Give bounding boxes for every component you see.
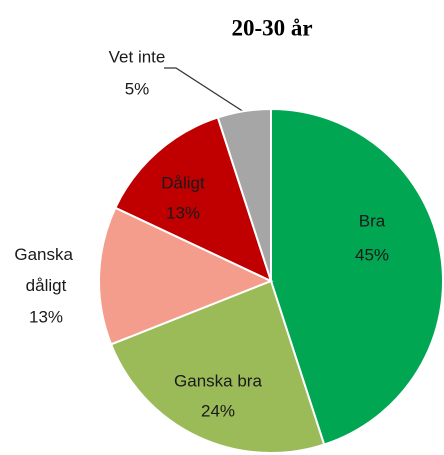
slice-label: Dåligt bbox=[161, 173, 205, 192]
pie-slice bbox=[270, 107, 444, 446]
slice-value-label: 13% bbox=[166, 203, 200, 222]
slice-label: Bra bbox=[359, 211, 386, 230]
slice-label: Ganska dåligt bbox=[14, 245, 77, 295]
slice-value-label: 13% bbox=[29, 307, 63, 326]
slice-label: Vet inte bbox=[109, 47, 166, 66]
slice-value-label: 5% bbox=[125, 79, 150, 98]
pie-slice bbox=[114, 116, 273, 283]
leader-line bbox=[164, 67, 245, 113]
slice-value-label: 24% bbox=[201, 401, 235, 420]
slice-label: Ganska bra bbox=[174, 371, 262, 390]
pie-slice bbox=[216, 107, 272, 282]
chart-title: 20-30 år bbox=[231, 15, 312, 40]
slice-value-label: 45% bbox=[355, 245, 389, 264]
pie-slice bbox=[98, 206, 274, 346]
